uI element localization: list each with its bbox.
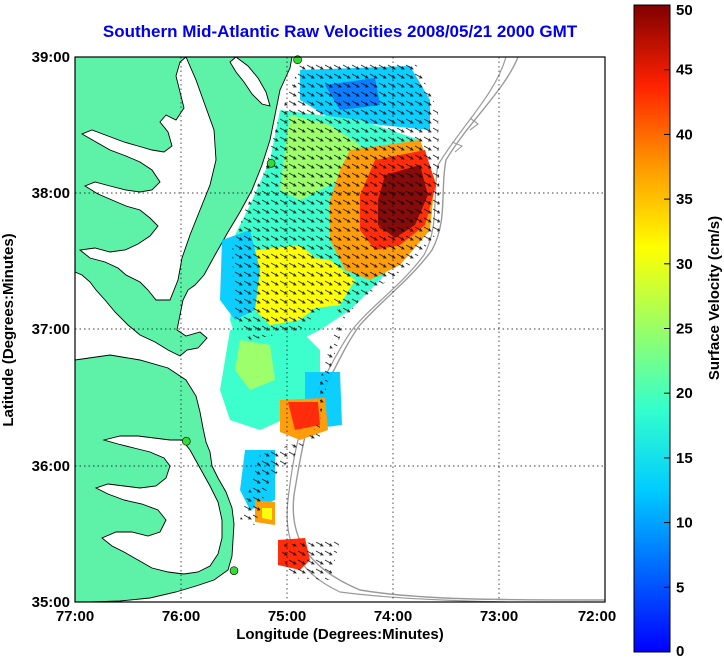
colorbar-tick-label: 25 <box>676 321 693 338</box>
plot-frame <box>74 56 606 603</box>
y-tick-label: 36:00 <box>32 458 70 475</box>
station-markers <box>182 55 302 575</box>
y-axis: 39:00 38:00 37:00 36:00 35:00 Latitude (… <box>0 49 70 611</box>
colorbar-tick-label: 50 <box>676 2 693 19</box>
x-axis: 77:00 76:00 75:00 74:00 73:00 72:00 Long… <box>56 608 616 643</box>
colorbar-tick-label: 5 <box>676 579 684 596</box>
x-tick-label: 74:00 <box>374 608 412 625</box>
y-tick-label: 37:00 <box>32 321 70 338</box>
map-title: Southern Mid-Atlantic Raw Velocities 200… <box>102 22 578 41</box>
colorbar-tick-label: 40 <box>676 126 693 143</box>
colorbar-tick-label: 45 <box>676 62 693 79</box>
x-tick-label: 73:00 <box>480 608 518 625</box>
x-tick-label: 76:00 <box>162 608 200 625</box>
delaware-bay <box>229 57 271 107</box>
y-axis-label: Latitude (Degrees:Minutes) <box>0 233 17 426</box>
station-marker <box>293 55 302 65</box>
velocity-vectors <box>280 540 340 580</box>
bathymetry-contour <box>451 117 479 153</box>
pamlico-sound <box>94 435 223 575</box>
x-tick-label: 75:00 <box>268 608 306 625</box>
y-tick-label: 35:00 <box>32 594 70 611</box>
grid-lines <box>75 57 605 602</box>
colorbar-ticks: 0 5 10 15 20 25 30 35 40 45 50 <box>664 2 693 659</box>
colorbar-tick-label: 35 <box>676 191 693 208</box>
colorbar-tick-label: 10 <box>676 515 693 532</box>
x-axis-label: Longitude (Degrees:Minutes) <box>236 626 444 643</box>
colorbar-tick-label: 20 <box>676 385 693 402</box>
x-tick-label: 77:00 <box>56 608 94 625</box>
colorbar: 0 5 10 15 20 25 30 35 40 45 50 Surface Velocity (c… <box>633 2 723 659</box>
chesapeake-bay <box>78 57 217 301</box>
y-tick-label: 39:00 <box>32 49 70 66</box>
colorbar-tick-label: 30 <box>676 256 693 273</box>
colorbar-tick-label: 0 <box>676 643 684 659</box>
velocity-vectors <box>232 62 440 525</box>
station-marker <box>266 158 276 168</box>
x-tick-label: 72:00 <box>578 608 616 625</box>
colorbar-tick-label: 15 <box>676 450 693 467</box>
colorbar-label: Surface Velocity (cm/s) <box>706 216 723 380</box>
station-marker <box>182 436 191 446</box>
station-marker <box>229 566 239 575</box>
y-tick-label: 38:00 <box>32 185 70 202</box>
